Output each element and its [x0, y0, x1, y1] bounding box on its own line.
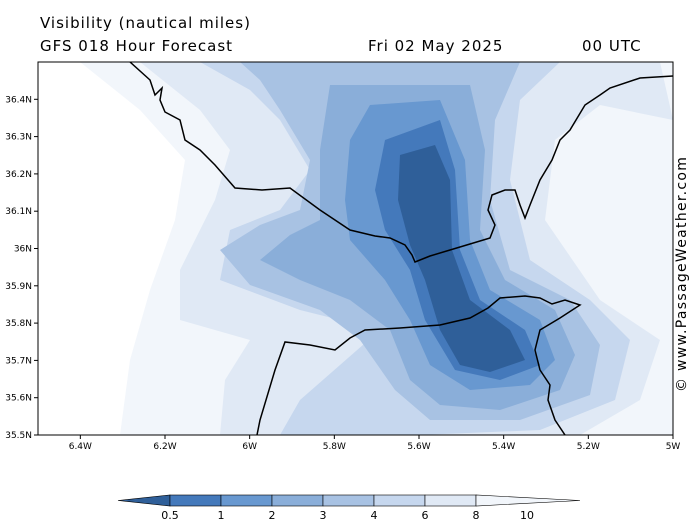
- colorbar-segment: [424, 494, 477, 507]
- lat-tick-label: 35.5N: [5, 431, 32, 441]
- forecast-date: Fri 02 May 2025: [368, 37, 504, 55]
- colorbar-extend-low: [117, 494, 171, 507]
- lon-tick-label: 5.4W: [492, 442, 515, 452]
- lon-tick-label: 5.2W: [577, 442, 600, 452]
- lat-tick-label: 35.6N: [5, 394, 32, 404]
- lat-tick-label: 36.1N: [5, 207, 32, 217]
- colorbar: 0.5 1 2 3 4 6 8 10: [117, 494, 581, 522]
- lon-tick-label: 5.6W: [407, 442, 430, 452]
- lon-tick-label: 5.8W: [323, 442, 346, 452]
- colorbar-extend-high: [475, 494, 581, 507]
- colorbar-label: 0.5: [161, 509, 179, 522]
- colorbar-segment: [271, 494, 324, 507]
- colorbar-label: 3: [320, 509, 327, 522]
- colorbar-label: 10: [520, 509, 534, 522]
- forecast-time: 00 UTC: [582, 37, 642, 55]
- lat-tick-label: 36N: [14, 245, 32, 255]
- lat-tick-label: 36.3N: [5, 133, 32, 143]
- longitude-axis: 6.4W 6.2W 6W 5.8W 5.6W 5.4W 5.2W 5W: [69, 435, 681, 452]
- lon-tick-label: 5W: [666, 442, 681, 452]
- lat-tick-label: 35.7N: [5, 356, 32, 366]
- colorbar-segment: [373, 494, 426, 507]
- colorbar-segment: [169, 494, 222, 507]
- colorbar-label: 2: [269, 509, 276, 522]
- lat-tick-label: 35.8N: [5, 319, 32, 329]
- contour-field: [38, 62, 673, 435]
- colorbar-segment: [322, 494, 375, 507]
- lon-tick-label: 6.4W: [69, 442, 92, 452]
- map-title: Visibility (nautical miles): [40, 14, 251, 32]
- colorbar-label: 8: [473, 509, 480, 522]
- lat-tick-label: 35.9N: [5, 282, 32, 292]
- map-subtitle: GFS 018 Hour Forecast: [40, 37, 234, 55]
- colorbar-label: 4: [371, 509, 378, 522]
- colorbar-label: 1: [218, 509, 225, 522]
- contour-band-05: [398, 145, 525, 372]
- lon-tick-label: 6.2W: [153, 442, 176, 452]
- coastline: [129, 62, 673, 435]
- lon-tick-label: 6W: [242, 442, 257, 452]
- lat-tick-label: 36.4N: [5, 95, 32, 105]
- latitude-axis: 35.5N 35.6N 35.7N 35.8N 35.9N 36N 36.1N 36.2N 36…: [5, 95, 38, 441]
- colorbar-segment: [220, 494, 273, 507]
- colorbar-label: 6: [422, 509, 429, 522]
- lat-tick-label: 36.2N: [5, 170, 32, 180]
